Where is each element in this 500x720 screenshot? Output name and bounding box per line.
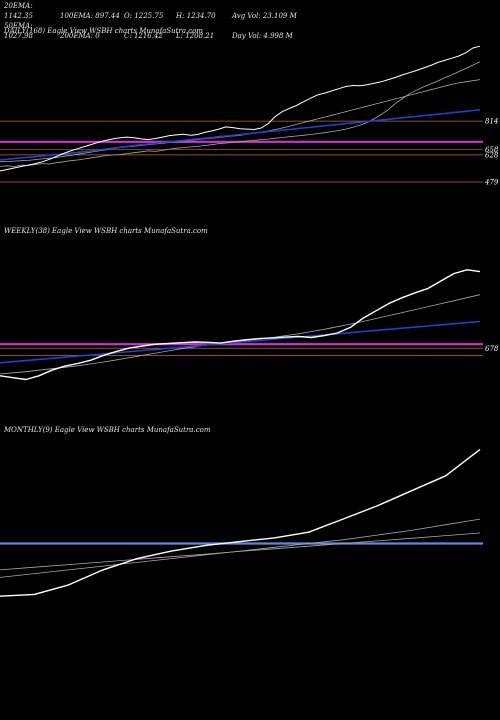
daily-panel-title: DAILY(168) Eagle View WSBH charts Munafa… bbox=[4, 27, 204, 35]
high-stat: H: 1234.70 bbox=[176, 12, 216, 20]
weekly-series-line-2 bbox=[0, 269, 481, 381]
daily-series-line-3 bbox=[0, 45, 481, 172]
stats-row-1: 20EMA: 1142.35 100EMA: 897.44 O: 1225.75 H:… bbox=[4, 1, 332, 21]
daily-series-line-2 bbox=[0, 109, 481, 161]
monthly-series-line-2 bbox=[0, 448, 481, 597]
daily-series-line-0 bbox=[0, 61, 481, 167]
ema50-stat: 50EMA: 1027.98 bbox=[4, 22, 33, 40]
ema20-stat: 20EMA: 1142.35 bbox=[4, 2, 33, 20]
low-stat: L: 1208.21 bbox=[176, 32, 215, 40]
stats-row-2: 50EMA: 1027.98 200EMA: 0 C: 1216.42 L: 1208… bbox=[4, 21, 332, 41]
weekly-panel-title: WEEKLY(38) Eagle View WSBH charts Munafa… bbox=[4, 227, 208, 235]
ema200-stat: 200EMA: 0 bbox=[60, 32, 100, 40]
daily-level-label-3: 628 bbox=[485, 151, 499, 159]
ema100-stat: 100EMA: 897.44 bbox=[60, 12, 120, 20]
daily-level-label-2: 658 bbox=[485, 146, 499, 154]
daily-level-label-0: 814 bbox=[485, 118, 498, 126]
monthly-series-line-1 bbox=[0, 532, 481, 571]
weekly-series-line-1 bbox=[0, 320, 481, 364]
monthly-series-line-0 bbox=[0, 518, 481, 578]
day-volume-stat: Day Vol: 4.998 M bbox=[232, 32, 293, 40]
open-stat: O: 1225.75 bbox=[124, 12, 164, 20]
avg-volume-stat: Avg Vol: 23.109 M bbox=[232, 12, 297, 20]
daily-level-label-4: 479 bbox=[484, 179, 499, 187]
weekly-series-line-0 bbox=[0, 294, 481, 375]
monthly-panel-title: MONTHLY(9) Eagle View WSBH charts Munafa… bbox=[4, 426, 211, 434]
weekly-level-label-1: 678 bbox=[485, 345, 499, 353]
close-stat: C: 1216.42 bbox=[124, 32, 163, 40]
stats-header: 20EMA: 1142.35 100EMA: 897.44 O: 1225.75 H:… bbox=[4, 1, 332, 41]
